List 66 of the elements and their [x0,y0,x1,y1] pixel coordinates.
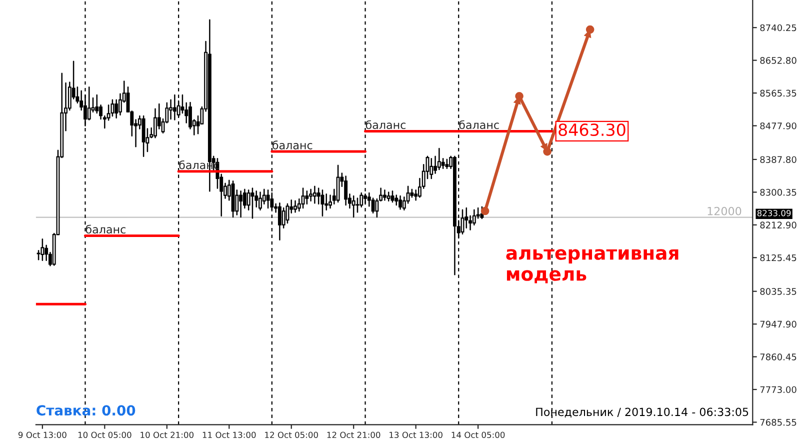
candlestick [87,86,91,120]
candlestick [382,189,386,201]
candlestick [40,238,44,262]
y-tick-label: 7773.00 [760,386,796,394]
candlestick [336,164,340,203]
candlestick [460,209,464,234]
candlestick [282,207,286,228]
x-tick-label: 13 Oct 13:00 [390,432,442,438]
candlestick [390,190,394,203]
candlestick [294,200,297,213]
y-tick-label: 8565.35 [760,90,796,97]
candlestick [414,189,418,201]
annotation: 8463.30 [558,123,626,136]
candlestick [320,189,324,217]
candlestick [441,158,445,169]
x-tick-label: 9 Oct 13:00 [18,432,66,438]
series-label: баланс [272,140,312,150]
x-tick-label: 14 Oct 05:00 [452,432,505,438]
candlestick [110,99,114,117]
y-tick-label: 8035.35 [760,288,796,295]
candlestick [266,189,270,209]
series-label: баланс [86,224,126,234]
y-tick-label: 8652.80 [760,57,796,64]
x-tick-label: 12 Oct 05:00 [265,432,318,438]
candlestick [142,115,146,158]
candlestick [394,194,398,206]
annotation: Понедельник / 2019.10.14 - 06:33:05 [536,408,748,418]
candlestick [278,202,282,240]
y-tick-label: 8300.35 [760,188,796,196]
candlestick [305,190,309,205]
x-tick-label: 10 Oct 21:00 [140,432,194,438]
y-tick-label: 8477.90 [760,122,796,130]
y-tick-label: 8740.25 [760,24,796,32]
candlestick [258,192,262,211]
y-tick-label: 7947.90 [760,320,796,328]
candlestick [286,203,290,224]
annotation: 8233.09 [757,210,791,216]
candlestick [437,148,441,170]
annotation: Ставка: 0.00 [36,405,136,416]
candlestick [480,206,484,220]
candlestick [312,186,316,204]
candlestick [356,198,360,213]
annotation: баланс [459,120,499,130]
annotation: 12000 [708,206,742,216]
candlestick [430,158,434,180]
y-tick-label: 8125.45 [760,254,796,262]
candlestick [169,99,173,120]
candlestick [239,190,243,218]
candlestick [250,188,254,219]
y-tick-label: 8387.80 [760,156,796,164]
candlestick [344,176,348,206]
annotation: альтернативная модель [506,249,678,284]
x-tick-label: 11 Oct 13:00 [202,432,256,438]
y-tick-label: 8212.90 [760,222,796,228]
x-tick-label: 12 Oct 21:00 [327,432,380,438]
candlestick [301,188,305,209]
x-tick-label: 10 Oct 05:00 [78,432,132,438]
y-tick-label: 7685.55 [760,418,796,426]
candlestick [95,94,99,114]
y-tick-label: 7860.45 [760,353,796,360]
candlestick [352,195,356,218]
point [480,206,490,216]
series-label: баланс [366,120,406,130]
candlestick [398,195,402,210]
candlestick [309,188,313,202]
candlestick [172,94,176,120]
